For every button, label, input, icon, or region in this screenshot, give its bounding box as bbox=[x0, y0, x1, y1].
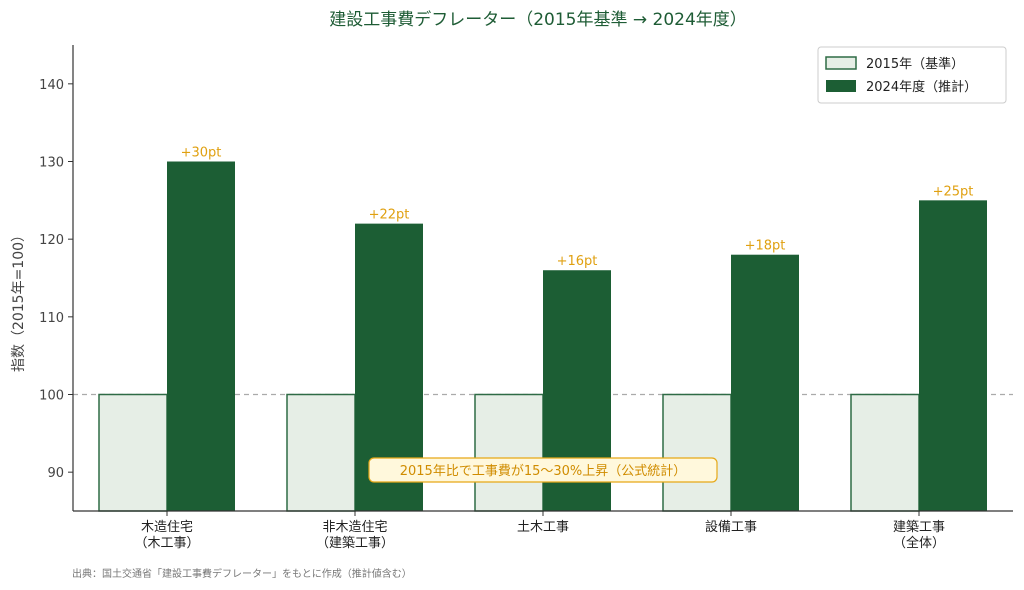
legend-box bbox=[817, 46, 1007, 104]
y-axis-label: 指数（2015年=100） bbox=[11, 228, 27, 372]
data-label: +22pt bbox=[369, 208, 410, 223]
x-tick-label: 建築工事（全体） bbox=[893, 520, 945, 551]
bar-base bbox=[850, 393, 920, 512]
x-tick-label: 土木工事 bbox=[517, 520, 569, 535]
axes-layer bbox=[68, 45, 1013, 516]
data-label: +30pt bbox=[181, 146, 222, 161]
x-tick-label: 非木造住宅（建築工事） bbox=[316, 520, 394, 551]
annotation-text: 2015年比で工事費が15〜30%上昇（公式統計） bbox=[400, 463, 687, 479]
source-note: 出典：国土交通省「建設工事費デフレーター」をもとに作成（推計値含む） bbox=[72, 567, 412, 580]
x-tick-label: 木造住宅（木工事） bbox=[134, 520, 199, 551]
x-tick-label: 設備工事 bbox=[705, 519, 757, 535]
bar-current bbox=[731, 254, 799, 511]
labels-layer: +30pt 木造住宅（木工事） +22pt 非木造住宅（建築工事） +16pt 土木工事 +… bbox=[39, 78, 973, 551]
y-tick-label: 100 bbox=[39, 389, 64, 404]
data-label: +16pt bbox=[557, 254, 598, 269]
y-tick-label: 120 bbox=[39, 233, 64, 248]
bar-base bbox=[662, 393, 732, 512]
y-tick-label: 90 bbox=[47, 466, 64, 481]
data-label: +25pt bbox=[933, 184, 974, 199]
bar-base bbox=[286, 393, 356, 512]
bar-current bbox=[919, 200, 987, 512]
annotation-note: 2015年比で工事費が15〜30%上昇（公式統計） bbox=[368, 457, 718, 483]
bar-current bbox=[167, 161, 235, 511]
bar-base bbox=[98, 393, 168, 512]
legend-swatch-current bbox=[826, 80, 856, 92]
bar-base bbox=[474, 393, 544, 512]
legend-label-current: 2024年度（推計） bbox=[866, 79, 977, 95]
y-tick-label: 140 bbox=[39, 78, 64, 93]
legend-label-base: 2015年（基準） bbox=[866, 56, 964, 72]
legend: 2015年（基準） 2024年度（推計） bbox=[817, 46, 1007, 104]
annotation-box bbox=[368, 457, 718, 483]
chart-title: 建設工事費デフレーター（2015年基準 → 2024年度） bbox=[329, 9, 747, 30]
data-label: +18pt bbox=[745, 239, 786, 254]
legend-swatch-base bbox=[825, 56, 857, 70]
y-tick-label: 110 bbox=[39, 311, 64, 326]
y-tick-label: 130 bbox=[39, 156, 64, 171]
